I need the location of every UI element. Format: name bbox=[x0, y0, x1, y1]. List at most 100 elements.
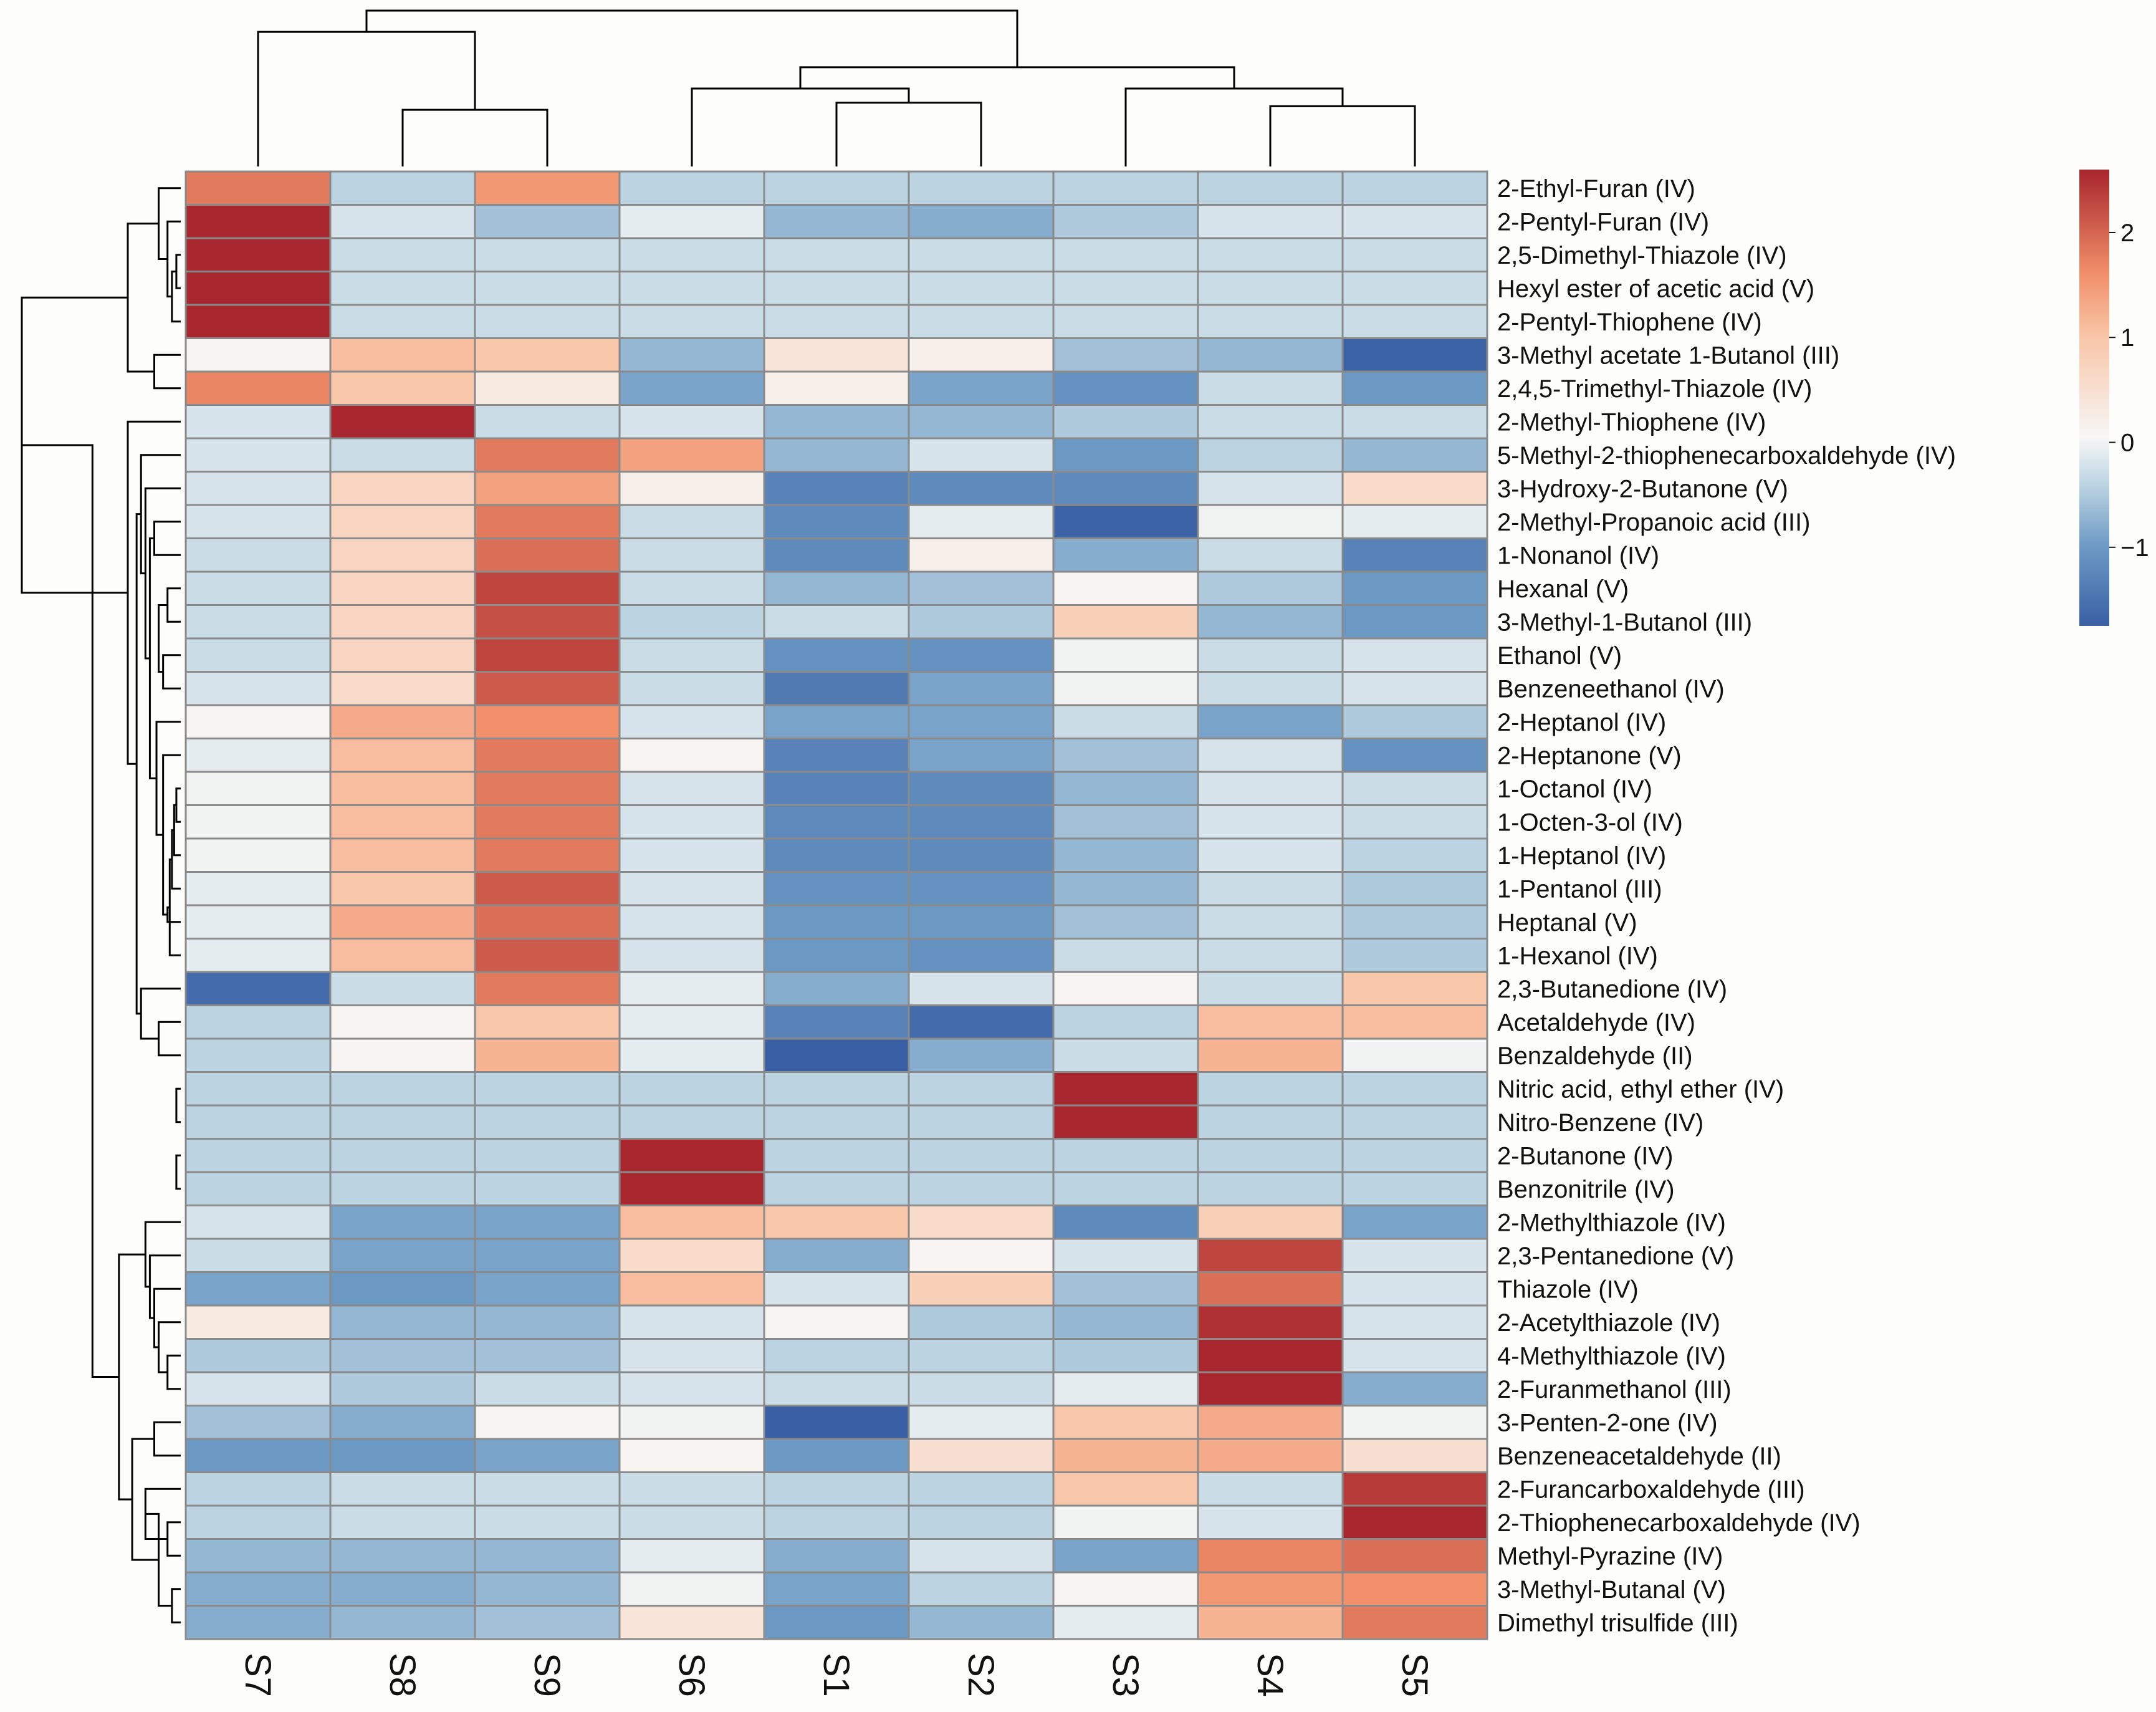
cell-hexyl-ester-of-acetic-acid-v-s7 bbox=[184, 271, 332, 306]
cell-2-5-dimethyl-thiazole-iv-s3 bbox=[1052, 237, 1199, 272]
cell-2-pentyl-furan-iv-s4 bbox=[1197, 204, 1344, 239]
cell-3-penten-2-one-iv-s1 bbox=[763, 1405, 910, 1440]
cell-5-methyl-2-thiophenecarboxaldehyde-iv-s4 bbox=[1197, 437, 1344, 473]
cell-benzeneethanol-iv-s2 bbox=[908, 671, 1055, 706]
column-label: S3 bbox=[1105, 1653, 1146, 1697]
row-label: 3-Penten-2-one (IV) bbox=[1497, 1409, 1718, 1436]
cell-ethanol-v-s7 bbox=[184, 637, 332, 673]
cell-2-heptanol-iv-s3 bbox=[1052, 704, 1199, 739]
cell-dimethyl-trisulfide-iii-s1 bbox=[763, 1605, 910, 1640]
cell-2-pentyl-thiophene-iv-s9 bbox=[474, 304, 621, 339]
cell-methyl-pyrazine-iv-s3 bbox=[1052, 1538, 1199, 1574]
cell-2-pentyl-furan-iv-s3 bbox=[1052, 204, 1199, 239]
row-label: 2,3-Butanedione (IV) bbox=[1497, 976, 1727, 1003]
cell-hexyl-ester-of-acetic-acid-v-s1 bbox=[763, 271, 910, 306]
cell-ethanol-v-s4 bbox=[1197, 637, 1344, 673]
cell-1-pentanol-iii-s7 bbox=[184, 871, 332, 906]
row-label: 2-Methyl-Propanoic acid (III) bbox=[1497, 509, 1810, 536]
cell-1-nonanol-iv-s9 bbox=[474, 537, 621, 573]
cell-1-hexanol-iv-s3 bbox=[1052, 938, 1199, 973]
cell-2-butanone-iv-s3 bbox=[1052, 1138, 1199, 1173]
cell-3-methyl-butanal-v-s1 bbox=[763, 1571, 910, 1607]
cell-heptanal-v-s7 bbox=[184, 904, 332, 940]
cell-benzonitrile-iv-s5 bbox=[1341, 1171, 1488, 1206]
cell-2-pentyl-furan-iv-s1 bbox=[763, 204, 910, 239]
cell-benzaldehyde-ii-s5 bbox=[1341, 1037, 1488, 1073]
cell-1-octanol-iv-s9 bbox=[474, 771, 621, 806]
col-dendrogram-branch bbox=[799, 66, 1235, 89]
cell-2-3-butanedione-iv-s3 bbox=[1052, 971, 1199, 1006]
cell-3-methyl-1-butanol-iii-s7 bbox=[184, 604, 332, 640]
cell-2-5-dimethyl-thiazole-iv-s1 bbox=[763, 237, 910, 272]
cell-3-hydroxy-2-butanone-v-s2 bbox=[908, 471, 1055, 506]
row-label: Dimethyl trisulfide (III) bbox=[1497, 1609, 1738, 1637]
cell-2-ethyl-furan-iv-s1 bbox=[763, 170, 910, 206]
cell-nitro-benzene-iv-s3 bbox=[1052, 1104, 1199, 1140]
cell-1-octen-3-ol-iv-s8 bbox=[329, 804, 476, 840]
cell-ethanol-v-s3 bbox=[1052, 637, 1199, 673]
cell-2-furancarboxaldehyde-iii-s2 bbox=[908, 1471, 1055, 1507]
cell-benzaldehyde-ii-s6 bbox=[618, 1037, 765, 1073]
row-dendrogram-branch bbox=[175, 254, 181, 289]
cell-1-pentanol-iii-s1 bbox=[763, 871, 910, 906]
cell-nitric-acid-ethyl-ether-iv-s4 bbox=[1197, 1071, 1344, 1107]
row-label: 2,5-Dimethyl-Thiazole (IV) bbox=[1497, 242, 1787, 269]
cell-1-octen-3-ol-iv-s4 bbox=[1197, 804, 1344, 840]
cell-2-furancarboxaldehyde-iii-s5 bbox=[1341, 1471, 1488, 1507]
cell-acetaldehyde-iv-s6 bbox=[618, 1004, 765, 1040]
row-dendrogram-branch bbox=[140, 988, 181, 1040]
cell-2-butanone-iv-s8 bbox=[329, 1138, 476, 1173]
cell-2-3-butanedione-iv-s4 bbox=[1197, 971, 1344, 1006]
cell-2-3-butanedione-iv-s2 bbox=[908, 971, 1055, 1006]
row-dendrogram-branch bbox=[175, 787, 181, 823]
cell-nitro-benzene-iv-s7 bbox=[184, 1104, 332, 1140]
cell-1-hexanol-iv-s7 bbox=[184, 938, 332, 973]
cell-thiazole-iv-s2 bbox=[908, 1271, 1055, 1307]
cell-ethanol-v-s6 bbox=[618, 637, 765, 673]
cell-1-nonanol-iv-s4 bbox=[1197, 537, 1344, 573]
cell-2-3-pentanedione-v-s3 bbox=[1052, 1238, 1199, 1273]
cell-nitric-acid-ethyl-ether-iv-s1 bbox=[763, 1071, 910, 1107]
cell-2-methylthiazole-iv-s1 bbox=[763, 1205, 910, 1240]
legend-tick-label: −1 bbox=[2120, 534, 2149, 562]
cell-heptanal-v-s3 bbox=[1052, 904, 1199, 940]
row-label: Nitric acid, ethyl ether (IV) bbox=[1497, 1075, 1784, 1103]
cell-2-furanmethanol-iii-s5 bbox=[1341, 1371, 1488, 1407]
cell-2-furanmethanol-iii-s9 bbox=[474, 1371, 621, 1407]
cell-3-penten-2-one-iv-s2 bbox=[908, 1405, 1055, 1440]
cell-3-methyl-acetate-1-butanol-iii-s2 bbox=[908, 337, 1055, 373]
cell-2-acetylthiazole-iv-s2 bbox=[908, 1304, 1055, 1340]
cell-1-nonanol-iv-s8 bbox=[329, 537, 476, 573]
cell-1-octanol-iv-s7 bbox=[184, 771, 332, 806]
cell-thiazole-iv-s8 bbox=[329, 1271, 476, 1307]
cell-2-acetylthiazole-iv-s8 bbox=[329, 1304, 476, 1340]
cell-2-heptanone-v-s6 bbox=[618, 738, 765, 773]
cell-ethanol-v-s5 bbox=[1341, 637, 1488, 673]
cell-acetaldehyde-iv-s2 bbox=[908, 1004, 1055, 1040]
cell-2-acetylthiazole-iv-s5 bbox=[1341, 1304, 1488, 1340]
cell-3-hydroxy-2-butanone-v-s1 bbox=[763, 471, 910, 506]
cell-1-hexanol-iv-s8 bbox=[329, 938, 476, 973]
cell-3-methyl-acetate-1-butanol-iii-s9 bbox=[474, 337, 621, 373]
cell-2-methyl-thiophene-iv-s6 bbox=[618, 404, 765, 440]
row-label: 2-Acetylthiazole (IV) bbox=[1497, 1309, 1720, 1337]
cell-2-thiophenecarboxaldehyde-iv-s1 bbox=[763, 1504, 910, 1540]
row-dendrogram-branch bbox=[155, 721, 181, 836]
cell-2-butanone-iv-s9 bbox=[474, 1138, 621, 1173]
cell-4-methylthiazole-iv-s2 bbox=[908, 1338, 1055, 1373]
cell-1-heptanol-iv-s6 bbox=[618, 837, 765, 873]
row-label: 2-Ethyl-Furan (IV) bbox=[1497, 175, 1695, 203]
cell-benzeneacetaldehyde-ii-s8 bbox=[329, 1438, 476, 1473]
column-label: S8 bbox=[382, 1653, 423, 1697]
row-label: 2,3-Pentanedione (V) bbox=[1497, 1243, 1734, 1270]
cell-2-5-dimethyl-thiazole-iv-s9 bbox=[474, 237, 621, 272]
cell-1-heptanol-iv-s4 bbox=[1197, 837, 1344, 873]
cell-3-methyl-butanal-v-s2 bbox=[908, 1571, 1055, 1607]
cell-2-methyl-thiophene-iv-s2 bbox=[908, 404, 1055, 440]
cell-benzaldehyde-ii-s7 bbox=[184, 1037, 332, 1073]
cell-1-heptanol-iv-s3 bbox=[1052, 837, 1199, 873]
color-legend-bar bbox=[2079, 170, 2109, 626]
cell-2-4-5-trimethyl-thiazole-iv-s8 bbox=[329, 370, 476, 406]
cell-2-thiophenecarboxaldehyde-iv-s3 bbox=[1052, 1504, 1199, 1540]
